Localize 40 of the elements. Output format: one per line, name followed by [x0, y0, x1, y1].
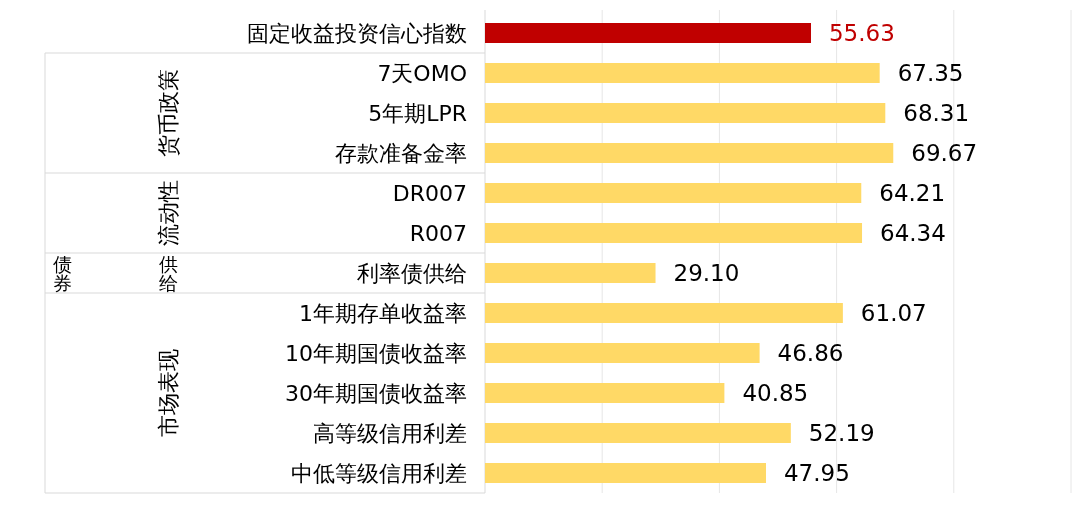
group-label: 市场表现: [155, 349, 181, 437]
y-tick-label: 1年期存单收益率: [299, 300, 467, 326]
bar: [485, 303, 843, 323]
data-label: 46.86: [777, 340, 844, 366]
bar: [485, 143, 894, 163]
bar: [485, 423, 791, 443]
bar: [485, 343, 760, 363]
data-label: 67.35: [897, 60, 964, 86]
y-tick-label: 7天OMO: [377, 60, 467, 86]
bar: [485, 103, 886, 123]
data-label: 68.31: [903, 100, 970, 126]
data-label: 61.07: [860, 300, 927, 326]
group-label: 债券供给: [52, 252, 178, 294]
data-label: 64.34: [880, 220, 946, 246]
data-label: 40.85: [742, 380, 809, 406]
y-tick-label: 中低等级信用利差: [291, 460, 467, 486]
y-tick-label: 高等级信用利差: [313, 420, 467, 446]
y-tick-label: 10年期国债收益率: [285, 340, 467, 366]
group-label: 货币政策: [155, 69, 181, 157]
bar: [485, 63, 880, 83]
bar: [485, 223, 863, 243]
bar: [485, 463, 766, 483]
y-tick-label: 5年期LPR: [368, 100, 467, 126]
y-tick-label: 固定收益投资信心指数: [247, 20, 467, 46]
bar: [485, 183, 862, 203]
bar: [485, 23, 811, 43]
y-tick-label: 30年期国债收益率: [285, 380, 467, 406]
y-tick-label: R007: [409, 220, 467, 246]
data-label: 29.10: [673, 260, 740, 286]
y-tick-label: 利率债供给: [357, 260, 467, 286]
data-label: 64.21: [879, 180, 946, 206]
data-label: 55.63: [828, 20, 895, 46]
bar: [485, 263, 656, 283]
y-tick-label: DR007: [392, 180, 467, 206]
group-label: 流动性: [155, 180, 181, 246]
y-tick-label: 存款准备金率: [335, 140, 467, 166]
data-label: 52.19: [808, 420, 875, 446]
bar: [485, 383, 725, 403]
data-label: 47.95: [783, 460, 850, 486]
data-label: 69.67: [911, 140, 978, 166]
